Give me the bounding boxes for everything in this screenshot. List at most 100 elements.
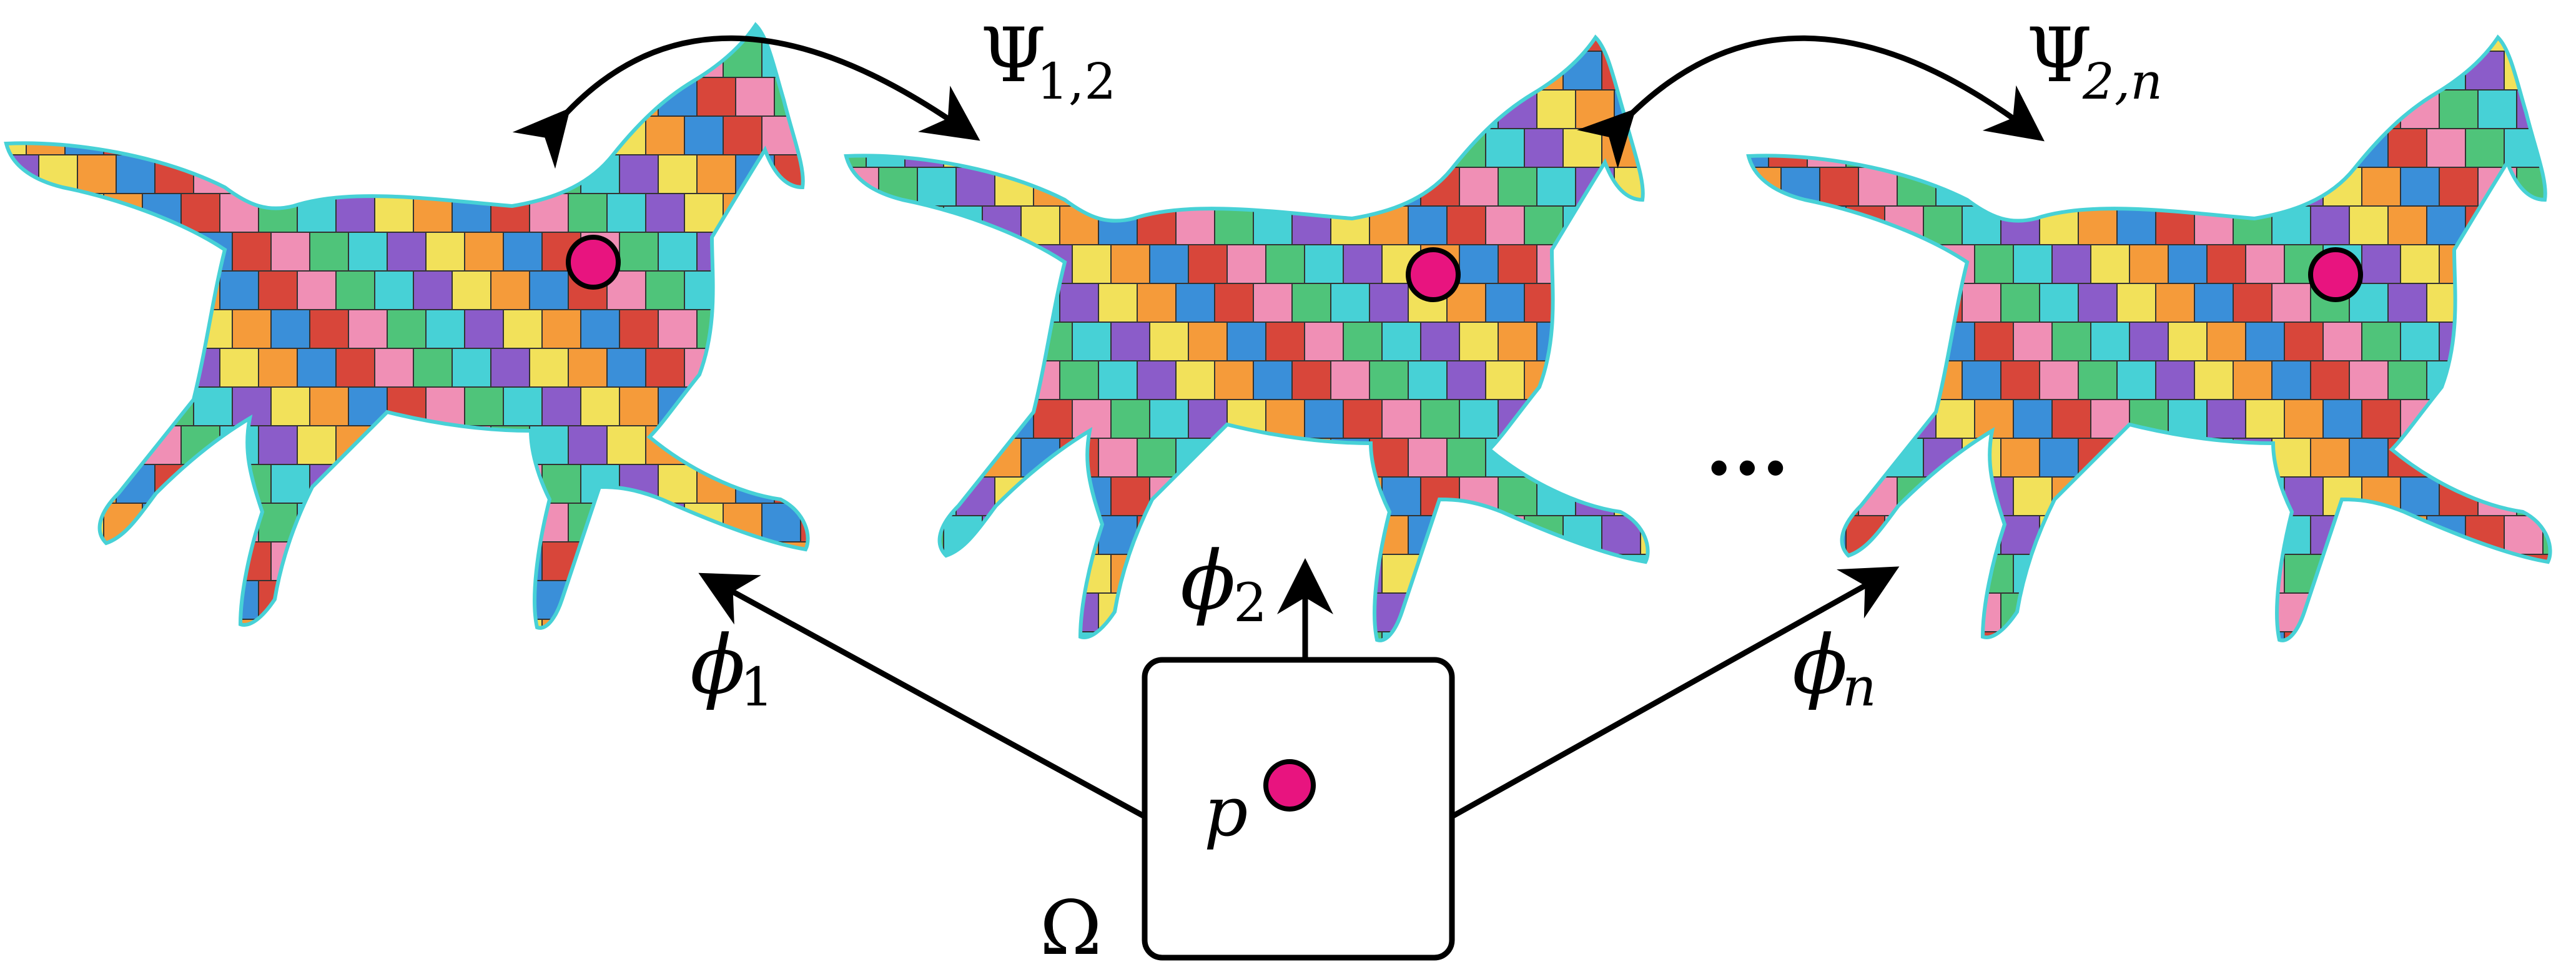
texture-cell [374, 115, 414, 155]
texture-cell [270, 619, 310, 628]
texture-cell [2001, 670, 2040, 709]
texture-cell [917, 37, 957, 52]
texture-cell [503, 154, 543, 194]
texture-cell [1768, 360, 1808, 400]
texture-cell [1059, 438, 1099, 478]
texture-cell [193, 309, 233, 349]
texture-cell [2322, 37, 2362, 52]
texture-cell [64, 38, 104, 78]
texture-cell [1408, 51, 1448, 91]
texture-cell [2168, 631, 2208, 641]
texture-cell [2361, 37, 2401, 52]
texture-cell [1137, 438, 1177, 478]
texture-cell [1780, 554, 1820, 594]
texture-cell [336, 658, 375, 697]
texture-cell [1653, 12, 1692, 51]
texture-cell [1897, 37, 1937, 52]
psi12-label: Ψ 1,2 [980, 12, 1116, 110]
texture-cell [1304, 167, 1344, 207]
texture-cell [1897, 476, 1937, 516]
texture-cell [2116, 128, 2156, 168]
texture-cell [846, 438, 867, 478]
texture-cell [1110, 37, 1150, 52]
texture-cell [1653, 554, 1692, 593]
texture-cell [1819, 322, 1859, 361]
texture-cell [2090, 554, 2130, 594]
texture-cell [866, 205, 906, 245]
texture-cell [2168, 167, 2208, 207]
texture-cell [2555, 477, 2576, 516]
texture-cell [1562, 438, 1602, 478]
texture-cell [2322, 554, 2362, 594]
texture-cell [154, 541, 194, 581]
texture-cell [232, 386, 272, 426]
texture-cell [374, 580, 414, 620]
texture-cell [994, 476, 1034, 516]
texture-cell [335, 348, 375, 388]
texture-cell [2555, 245, 2576, 283]
texture-cell [1845, 51, 1885, 91]
texture-cell [1498, 322, 1537, 361]
texture-cell [2310, 51, 2350, 91]
texture-cell [490, 193, 530, 233]
texture-cell [1072, 631, 1112, 641]
texture-cell [1226, 167, 1266, 207]
texture-cell [2233, 205, 2273, 245]
texture-cell [813, 464, 852, 503]
texture-cell [154, 77, 194, 117]
texture-cell [800, 270, 808, 310]
texture-cell [866, 283, 906, 323]
texture-cell [1446, 592, 1486, 632]
texture-cell [1291, 438, 1331, 478]
texture-cell [2516, 631, 2550, 641]
texture-cell [258, 193, 298, 233]
texture-cell [1485, 128, 1525, 168]
texture-cell [1768, 515, 1808, 555]
texture-cell [490, 503, 530, 542]
texture-cell [684, 270, 724, 310]
texture-cell [2116, 438, 2156, 478]
texture-cell [2400, 37, 2440, 52]
texture-cell [1653, 90, 1692, 129]
texture-cell [2542, 205, 2550, 245]
svg-text:Ψ: Ψ [980, 12, 1046, 99]
texture-cell [1614, 37, 1648, 52]
texture-cell [6, 309, 39, 349]
texture-cell [452, 580, 491, 620]
texture-cell [154, 309, 194, 349]
texture-cell [1033, 399, 1073, 439]
texture-cell [1408, 360, 1448, 400]
texture-cell [1575, 37, 1615, 52]
texture-cell [2400, 554, 2440, 594]
texture-cell [2284, 322, 2324, 361]
texture-cell [297, 115, 337, 155]
texture-cell [1819, 244, 1859, 284]
texture-cell [1369, 283, 1409, 323]
texture-cell [1369, 128, 1409, 168]
texture-cell [846, 322, 879, 361]
texture-cell [774, 25, 808, 39]
texture-cell [813, 0, 852, 39]
texture-cell [2206, 476, 2246, 516]
texture-cell [2013, 554, 2053, 594]
texture-cell [2245, 399, 2285, 439]
texture-cell [904, 515, 944, 555]
svg-text:1,2: 1,2 [1037, 52, 1116, 110]
horse-shape-n [1746, 34, 2576, 709]
texture-cell [452, 270, 491, 310]
texture-cell [1614, 476, 1648, 516]
texture-cell [1291, 515, 1331, 555]
texture-cell [1749, 283, 1769, 323]
texture-cell [943, 438, 983, 478]
texture-cell [580, 541, 620, 581]
texture-cell [2400, 322, 2440, 361]
texture-cell [425, 77, 465, 117]
texture-cell [2310, 128, 2350, 168]
texture-cell [374, 270, 414, 310]
texture-cell [26, 38, 66, 78]
texture-cell [1962, 670, 2001, 709]
texture-cell [2051, 322, 2091, 361]
texture-cell [1845, 128, 1885, 168]
texture-cell [26, 115, 66, 155]
texture-cell [219, 38, 259, 78]
